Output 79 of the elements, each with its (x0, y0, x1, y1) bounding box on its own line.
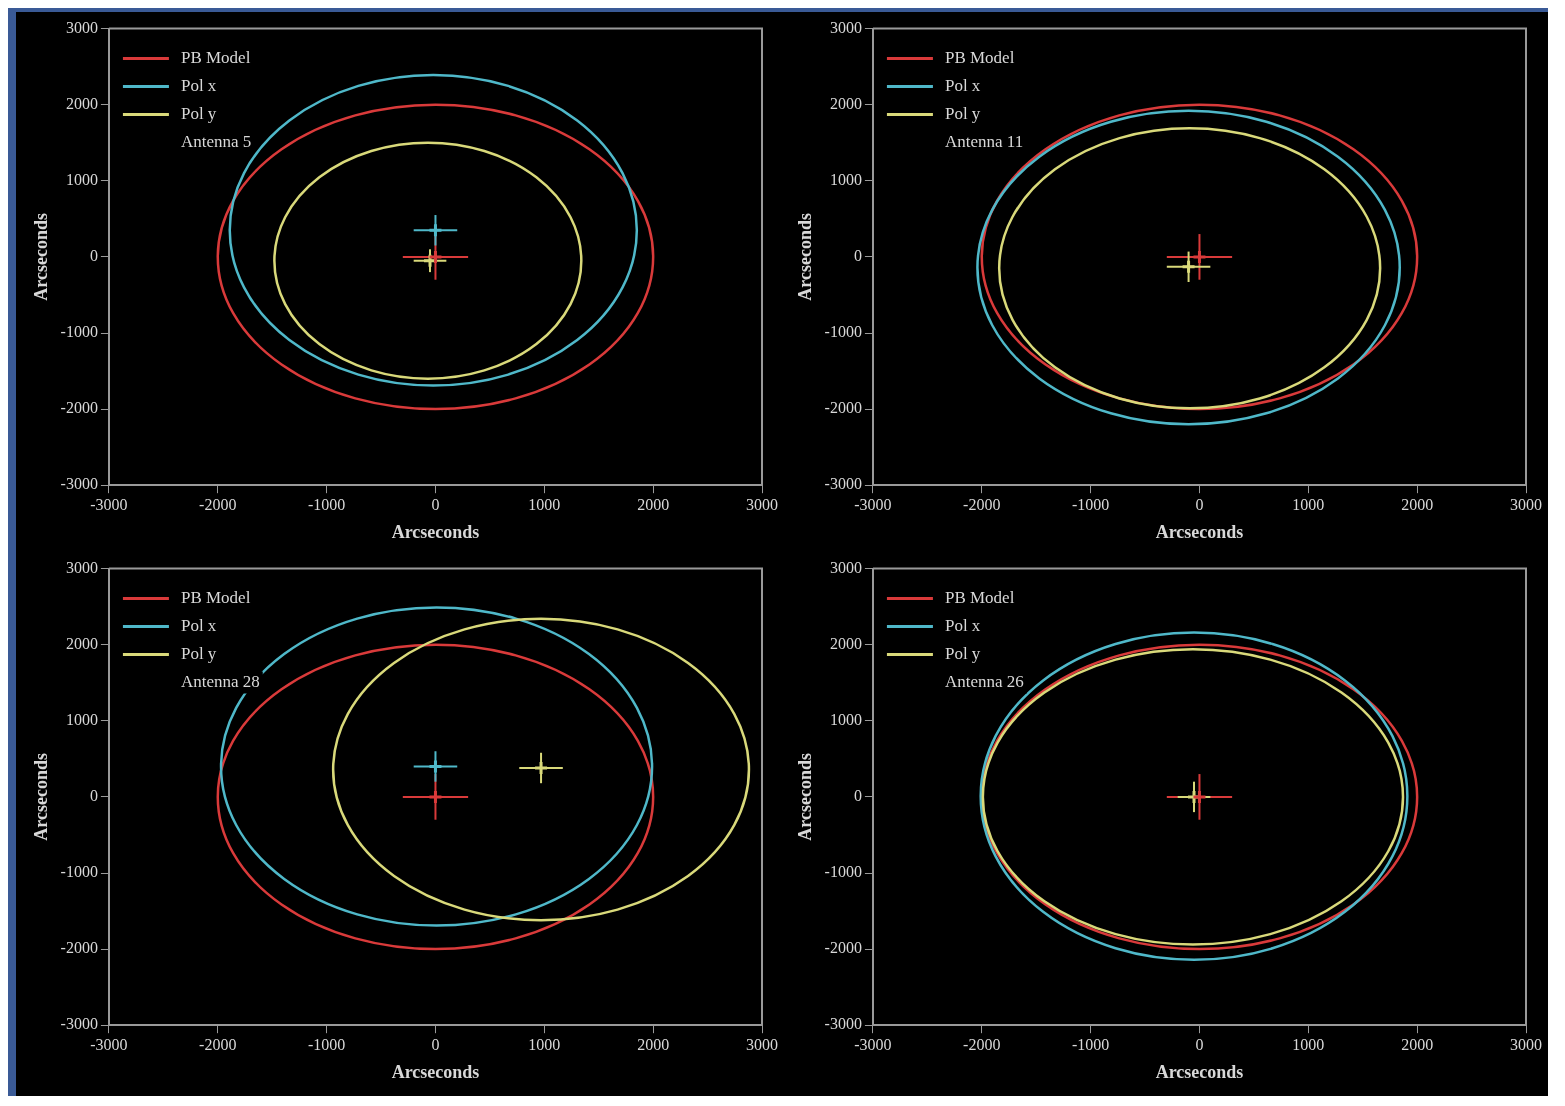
y-tick-label: 3000 (829, 18, 862, 36)
y-tick-label: -1000 (824, 863, 862, 881)
y-tick-label: 1000 (65, 171, 98, 188)
y-tick-label: -3000 (60, 475, 98, 493)
legend-label: PB Model (944, 48, 1015, 68)
y-tick-label: -3000 (60, 1015, 98, 1033)
y-tick-label: 1000 (65, 711, 98, 728)
x-tick-label: 1000 (1292, 496, 1325, 513)
legend-label: Pol x (180, 76, 217, 96)
legend-label: PB Model (180, 588, 251, 608)
x-tick-label: 0 (1195, 496, 1204, 513)
x-tick-label: 1000 (528, 1036, 561, 1053)
x-tick-label: 2000 (1401, 1036, 1434, 1053)
legend-label: Pol x (944, 616, 981, 636)
y-tick-label: 0 (853, 247, 862, 265)
y-tick-label: 1000 (829, 171, 862, 188)
y-tick-label: -2000 (824, 939, 862, 957)
y-tick-label: -1000 (60, 863, 98, 881)
x-axis-title: Arcseconds (391, 521, 480, 542)
y-tick-label: 0 (89, 787, 98, 805)
x-axis-title: Arcseconds (391, 1061, 480, 1082)
y-axis-title: Arcseconds (31, 753, 52, 841)
y-tick-label: 2000 (65, 94, 98, 112)
x-tick-label: -2000 (963, 496, 1001, 513)
y-tick-label: 2000 (65, 634, 98, 652)
y-tick-label: -1000 (60, 323, 98, 341)
x-tick-label: -2000 (199, 496, 237, 513)
legend-label: Pol y (944, 644, 981, 664)
x-tick-label: -1000 (1071, 1036, 1110, 1053)
y-tick-label: 2000 (829, 634, 862, 652)
legend-label: Pol x (180, 616, 217, 636)
y-tick-label: -3000 (824, 475, 862, 493)
point (427, 789, 443, 805)
y-tick-label: -1000 (824, 323, 862, 341)
x-tick-label: -1000 (1071, 496, 1110, 513)
annotation: Antenna 28 (180, 672, 260, 692)
point (533, 760, 549, 776)
x-tick-label: 3000 (1510, 496, 1542, 513)
y-tick-label: -3000 (824, 1015, 862, 1033)
x-tick-label: -1000 (307, 496, 346, 513)
y-axis-title: Arcseconds (31, 213, 52, 301)
x-tick-label: -2000 (199, 1036, 237, 1053)
x-tick-label: -2000 (963, 1036, 1001, 1053)
x-tick-label: 1000 (528, 496, 561, 513)
x-tick-label: 0 (1195, 1036, 1204, 1053)
legend-label: Pol y (180, 644, 217, 664)
legend-label: PB Model (180, 48, 251, 68)
x-tick-label: 2000 (637, 1036, 670, 1053)
legend-label: PB Model (944, 588, 1015, 608)
y-axis-title: Arcseconds (795, 213, 816, 301)
x-tick-label: 3000 (746, 496, 778, 513)
x-tick-label: 0 (431, 496, 440, 513)
y-tick-label: 3000 (65, 558, 98, 576)
y-tick-label: -2000 (60, 399, 98, 417)
y-tick-label: -2000 (60, 939, 98, 957)
y-tick-label: 2000 (829, 94, 862, 112)
y-tick-label: 0 (89, 247, 98, 265)
x-axis-title: Arcseconds (1155, 1061, 1244, 1082)
x-tick-label: 2000 (1401, 496, 1434, 513)
x-tick-label: 3000 (746, 1036, 778, 1053)
y-tick-label: -2000 (824, 399, 862, 417)
x-axis-title: Arcseconds (1155, 521, 1244, 542)
legend-label: Pol y (944, 104, 981, 124)
y-tick-label: 3000 (829, 558, 862, 576)
annotation: Antenna 11 (944, 132, 1024, 152)
point (427, 758, 443, 774)
x-tick-label: 0 (431, 1036, 440, 1053)
annotation: Antenna 5 (180, 132, 252, 152)
y-tick-label: 3000 (65, 18, 98, 36)
x-tick-label: 2000 (637, 496, 670, 513)
x-tick-label: 1000 (1292, 1036, 1325, 1053)
legend-label: Pol y (180, 104, 217, 124)
x-tick-label: -1000 (307, 1036, 346, 1053)
y-tick-label: 1000 (829, 711, 862, 728)
y-tick-label: 0 (853, 787, 862, 805)
x-tick-label: 3000 (1510, 1036, 1542, 1053)
legend-label: Pol x (944, 76, 981, 96)
y-axis-title: Arcseconds (795, 753, 816, 841)
annotation: Antenna 26 (944, 672, 1024, 692)
